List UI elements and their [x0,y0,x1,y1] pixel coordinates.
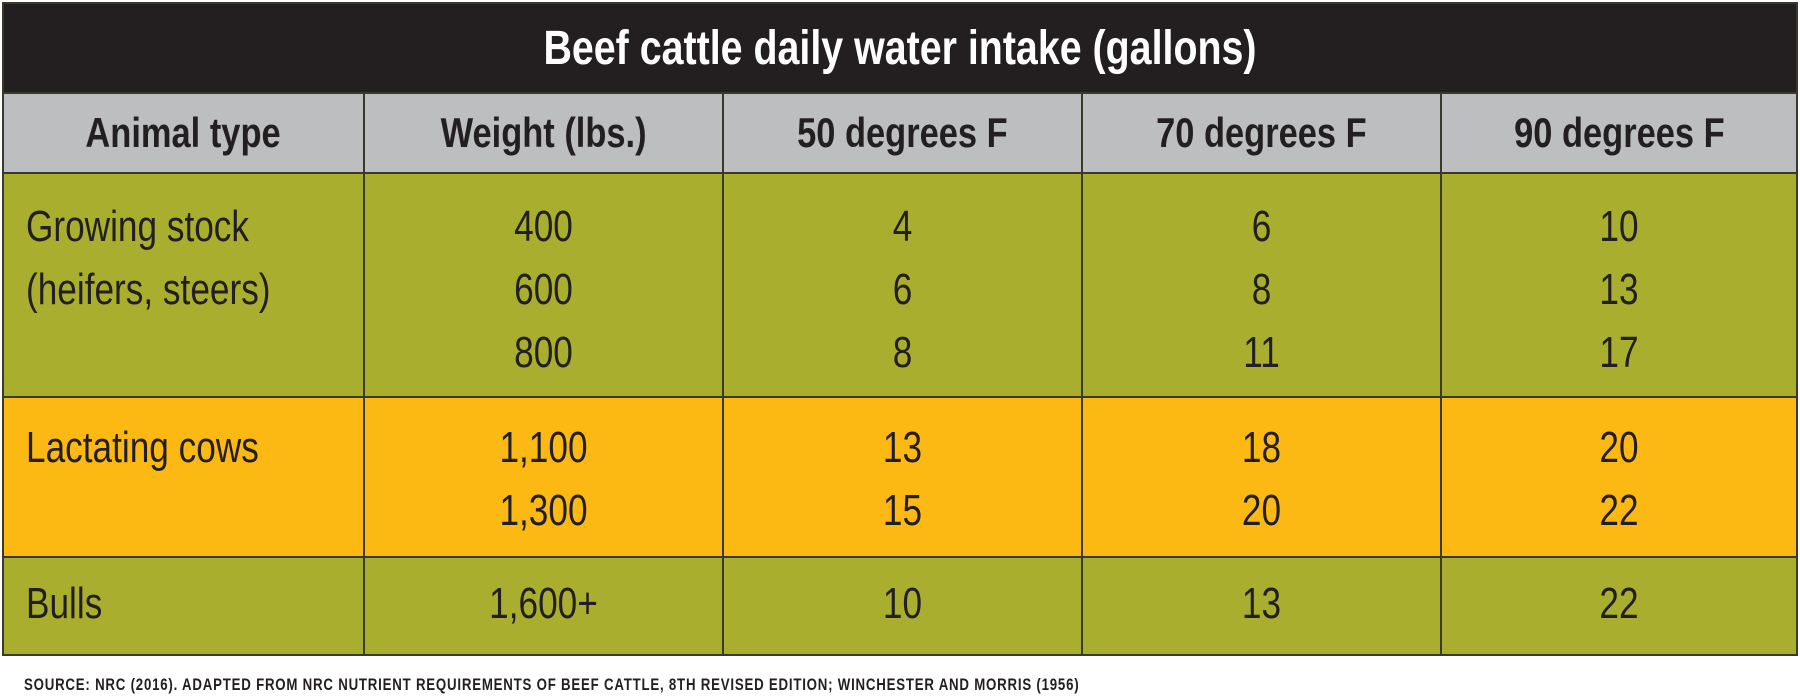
weight-cell: 400 600 800 [365,174,724,396]
header-70f: 70 degrees F [1083,94,1442,172]
f50-cell: 10 [724,558,1083,654]
animal-type-cell: Growing stock (heifers, steers) [4,174,365,396]
f70-cell: 6 8 11 [1083,174,1442,396]
header-50f: 50 degrees F [724,94,1083,172]
header-animal-type: Animal type [4,94,365,172]
table-title: Beef cattle daily water intake (gallons) [165,4,1635,92]
table-title-bar: Beef cattle daily water intake (gallons) [4,4,1796,92]
weight-cell: 1,600+ [365,558,724,654]
weight-cell: 1,100 1,300 [365,398,724,556]
animal-type-cell: Bulls [4,558,365,654]
header-weight: Weight (lbs.) [365,94,724,172]
source-note: SOURCE: NRC (2016). ADAPTED FROM NRC NUT… [24,675,1080,694]
column-header-row: Animal type Weight (lbs.) 50 degrees F 7… [4,92,1796,174]
f90-cell: 20 22 [1599,423,1639,535]
f70-cell: 18 20 [1083,398,1442,556]
group-lactating-cows: Lactating cows 1,100 1,300 13 15 18 20 2… [4,398,1796,558]
group-bulls: Bulls 1,600+ 10 13 22 [4,558,1796,654]
animal-type-cell: Lactating cows [4,398,365,556]
group-growing-stock: Growing stock (heifers, steers) 400 600 … [4,174,1796,398]
f50-cell: 13 15 [724,398,1083,556]
f70-cell: 13 [1083,558,1442,654]
water-intake-table: Beef cattle daily water intake (gallons)… [2,2,1798,656]
f50-cell: 4 6 8 [724,174,1083,396]
f90-cell: 10 13 17 [1599,202,1639,377]
header-90f: 90 degrees F [1513,109,1725,156]
f90-cell: 22 [1599,579,1639,628]
